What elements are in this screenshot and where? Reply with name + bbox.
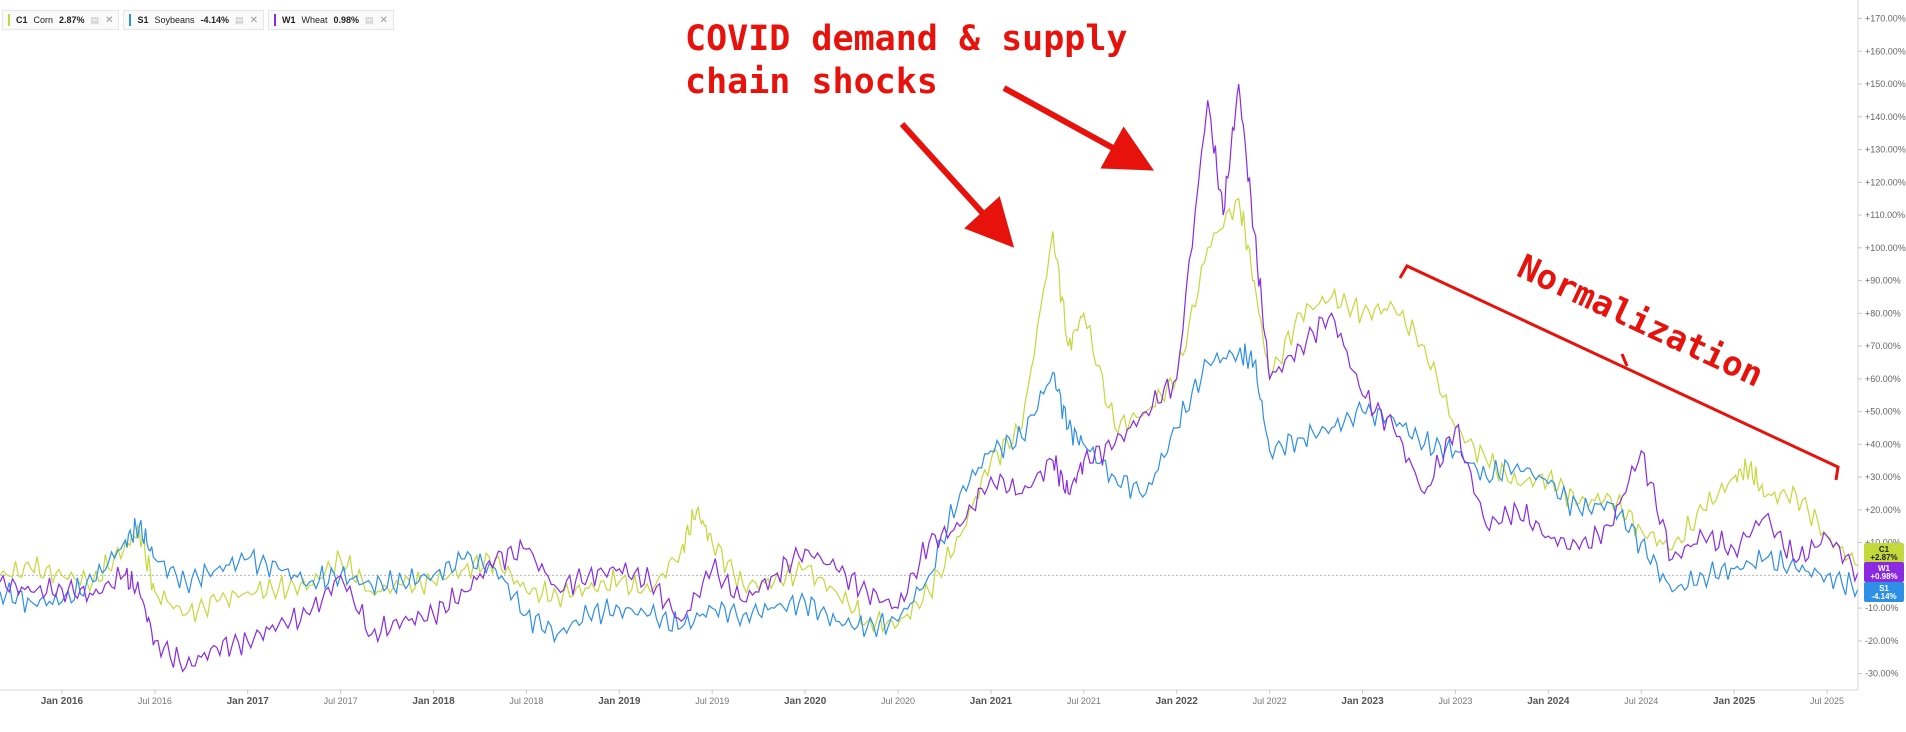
legend-item-soybeans[interactable]: S1 Soybeans -4.14% ▤ ✕ bbox=[123, 10, 264, 30]
y-tick-label: +120.00% bbox=[1865, 177, 1906, 187]
x-tick-label: Jul 2023 bbox=[1438, 696, 1472, 706]
x-tick-label: Jan 2022 bbox=[1156, 696, 1199, 707]
y-tick-label: +40.00% bbox=[1865, 439, 1901, 449]
y-tick-label: +130.00% bbox=[1865, 145, 1906, 155]
y-tick-label: +160.00% bbox=[1865, 46, 1906, 56]
chart-settings-icon[interactable]: ▤ bbox=[90, 14, 100, 25]
legend-change: -4.14% bbox=[200, 15, 230, 25]
x-tick-label: Jul 2022 bbox=[1253, 696, 1287, 706]
chart-settings-icon[interactable]: ▤ bbox=[365, 14, 374, 25]
legend: C1 Corn 2.87% ▤ ✕ S1 Soybeans -4.14% ▤ ✕… bbox=[2, 10, 394, 30]
x-axis: Jan 2016 Jul 2016 Jan 2017 Jul 2017 Jan 2018… bbox=[0, 689, 1858, 707]
y-tick-label: -10.00% bbox=[1865, 603, 1899, 613]
x-tick-label: Jan 2023 bbox=[1341, 696, 1384, 707]
y-tick-label: +20.00% bbox=[1865, 505, 1901, 515]
price-tag-value: +2.87% bbox=[1870, 553, 1897, 562]
x-tick-label: Jan 2017 bbox=[227, 696, 270, 707]
chart-settings-icon[interactable]: ▤ bbox=[235, 14, 244, 25]
y-tick-label: -20.00% bbox=[1865, 636, 1899, 646]
x-tick-label: Jan 2019 bbox=[598, 696, 641, 707]
y-tick-label: -30.00% bbox=[1865, 669, 1899, 679]
normalization-bracket bbox=[1398, 264, 1840, 481]
normalization-bracket-tip bbox=[1620, 353, 1629, 367]
covid-arrow-corn bbox=[899, 121, 1015, 248]
price-tag-w1: W1+0.98% bbox=[1864, 562, 1904, 582]
y-tick-label: +140.00% bbox=[1865, 112, 1906, 122]
legend-swatch-soybeans bbox=[129, 14, 132, 26]
y-tick-label: +70.00% bbox=[1865, 341, 1901, 351]
price-tag-symbol: S1 bbox=[1879, 584, 1889, 593]
x-tick-label: Jul 2018 bbox=[509, 696, 543, 706]
legend-item-wheat[interactable]: W1 Wheat 0.98% ▤ ✕ bbox=[267, 10, 394, 30]
price-tag-bg bbox=[1864, 543, 1904, 563]
x-tick-label: Jan 2016 bbox=[41, 696, 84, 707]
price-tag-c1: C1+2.87% bbox=[1864, 543, 1904, 563]
y-tick-label: +110.00% bbox=[1865, 210, 1905, 220]
y-tick-label: +50.00% bbox=[1865, 407, 1901, 417]
covid-annotation: COVID demand & supply chain shocks bbox=[685, 19, 1155, 248]
legend-swatch-wheat bbox=[273, 14, 276, 26]
price-tag-bg bbox=[1864, 582, 1904, 602]
series-line-wheat bbox=[0, 84, 1859, 673]
legend-name: Wheat bbox=[301, 15, 328, 25]
legend-item-corn[interactable]: C1 Corn 2.87% ▤ ✕ bbox=[2, 10, 120, 30]
x-tick-label: Jul 2020 bbox=[881, 696, 915, 706]
price-tag-value: -4.14% bbox=[1871, 592, 1896, 601]
y-axis: -30.00% -20.00% -10.00% +10.00% +20.00% +30.0… bbox=[1857, 0, 1906, 690]
y-tick-label: +150.00% bbox=[1865, 79, 1906, 89]
series-line-soybeans bbox=[0, 343, 1859, 644]
y-tick-label: +90.00% bbox=[1865, 276, 1901, 286]
x-tick-label: Jul 2025 bbox=[1810, 696, 1844, 706]
x-tick-label: Jan 2025 bbox=[1713, 696, 1756, 707]
close-icon[interactable]: ✕ bbox=[249, 14, 258, 26]
price-tag-s1: S1-4.14% bbox=[1864, 582, 1904, 602]
legend-swatch-corn bbox=[8, 14, 10, 26]
x-tick-label: Jan 2021 bbox=[970, 696, 1013, 707]
close-icon[interactable]: ✕ bbox=[105, 14, 114, 26]
price-tags: C1+2.87%W1+0.98%S1-4.14% bbox=[1864, 543, 1904, 602]
x-tick-label: Jan 2024 bbox=[1527, 696, 1570, 707]
x-tick-label: Jul 2017 bbox=[324, 696, 358, 706]
x-tick-label: Jul 2016 bbox=[138, 696, 172, 706]
covid-annotation-line2: chain shocks bbox=[685, 62, 938, 102]
price-tag-symbol: C1 bbox=[1879, 545, 1890, 554]
x-tick-label: Jan 2018 bbox=[412, 696, 455, 707]
x-tick-label: Jul 2021 bbox=[1067, 696, 1101, 706]
x-tick-label: Jul 2024 bbox=[1624, 696, 1658, 706]
legend-change: 2.87% bbox=[59, 15, 85, 25]
legend-name: Corn bbox=[33, 15, 54, 25]
legend-symbol: C1 bbox=[16, 15, 28, 25]
price-tag-bg bbox=[1864, 562, 1904, 582]
series-line-corn bbox=[0, 197, 1859, 634]
y-tick-label: +30.00% bbox=[1865, 472, 1901, 482]
price-tag-symbol: W1 bbox=[1878, 564, 1891, 573]
legend-change: 0.98% bbox=[333, 15, 359, 25]
y-tick-label: +10.00% bbox=[1865, 538, 1901, 548]
y-tick-label: +170.00% bbox=[1865, 14, 1906, 24]
y-tick-label: +80.00% bbox=[1865, 308, 1901, 318]
series-layer bbox=[0, 84, 1859, 673]
y-tick-label: +100.00% bbox=[1865, 243, 1906, 253]
covid-annotation-line1: COVID demand & supply bbox=[685, 19, 1128, 59]
y-tick-label: +60.00% bbox=[1865, 374, 1901, 384]
legend-symbol: W1 bbox=[281, 15, 296, 25]
covid-arrow-wheat bbox=[1002, 85, 1155, 171]
price-tag-value: +0.98% bbox=[1870, 572, 1897, 581]
x-tick-label: Jan 2020 bbox=[784, 696, 827, 707]
legend-symbol: S1 bbox=[137, 15, 149, 25]
close-icon[interactable]: ✕ bbox=[379, 14, 388, 26]
normalization-annotation: Normalization bbox=[1398, 247, 1840, 481]
legend-name: Soybeans bbox=[154, 15, 195, 25]
x-tick-label: Jul 2019 bbox=[695, 696, 729, 706]
